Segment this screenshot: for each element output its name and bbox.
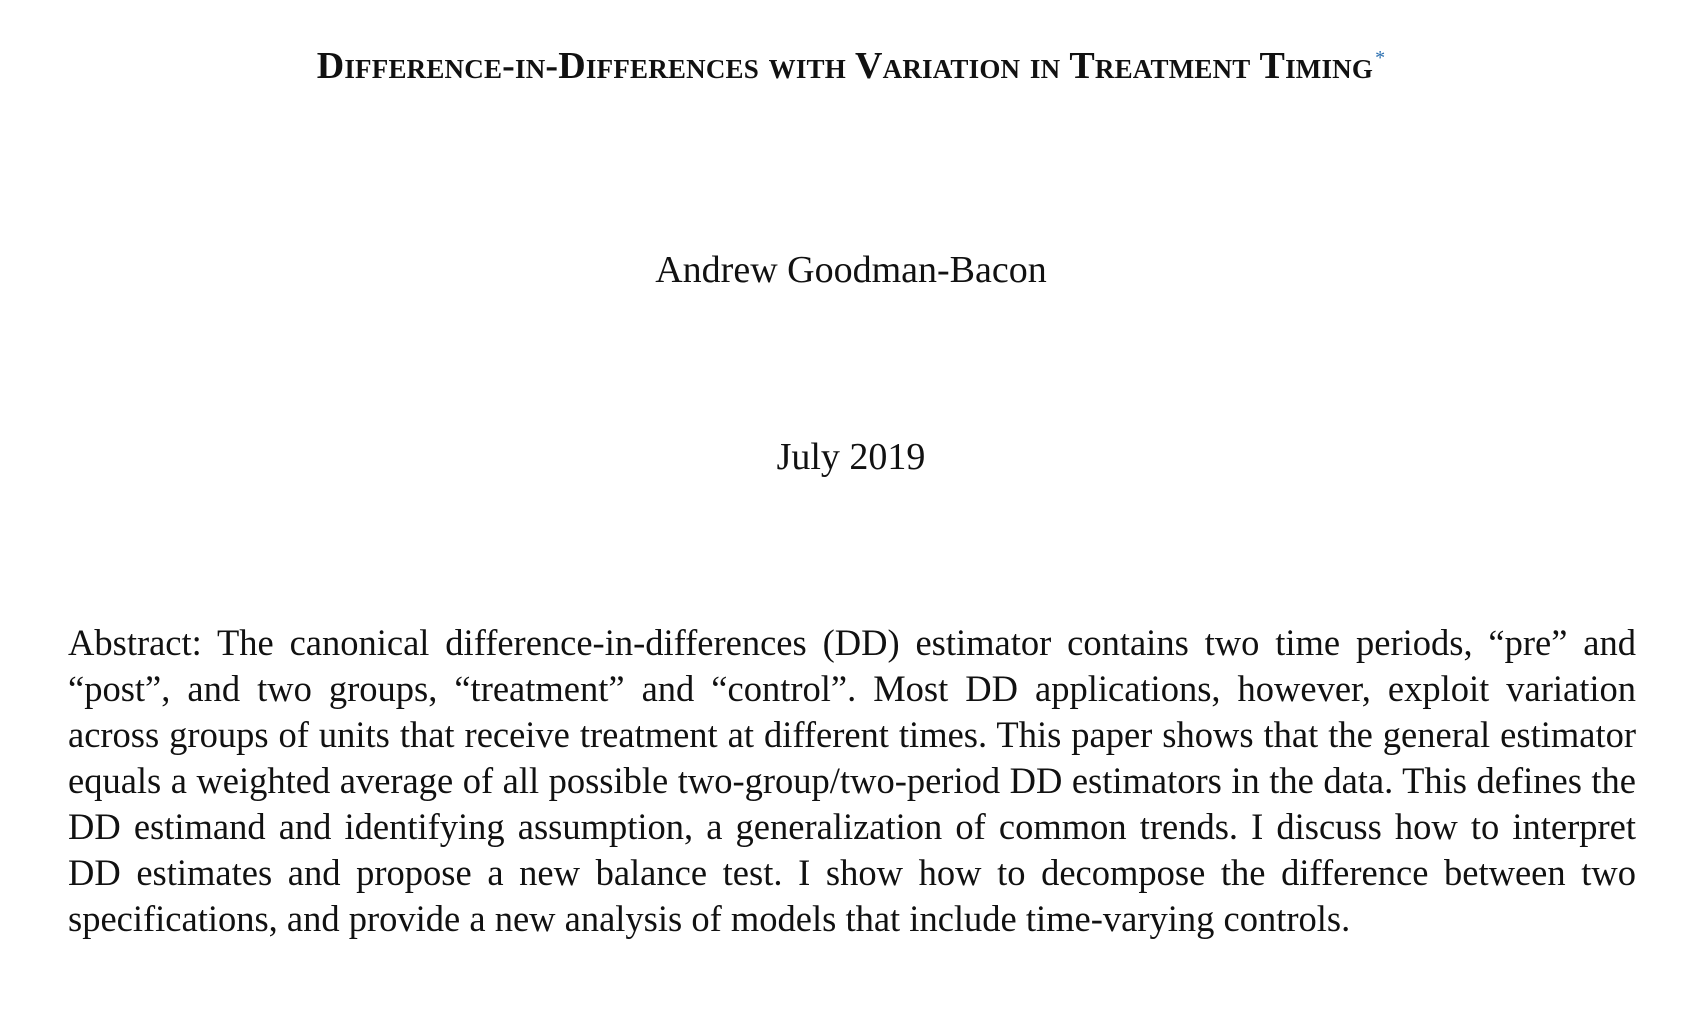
abstract-text: The canonical difference-in-differences …	[68, 622, 1636, 939]
abstract-label: Abstract:	[68, 622, 202, 663]
title-footnote-link[interactable]: *	[1375, 47, 1386, 70]
paper-title: Difference-in-Differences with Variation…	[316, 45, 1374, 87]
abstract-paragraph: Abstract: The canonical difference-in-di…	[68, 620, 1636, 942]
author-name: Andrew Goodman-Bacon	[655, 249, 1047, 291]
paper-title-block: Difference-in-Differences with Variation…	[0, 44, 1702, 88]
publication-date: July 2019	[776, 436, 926, 478]
